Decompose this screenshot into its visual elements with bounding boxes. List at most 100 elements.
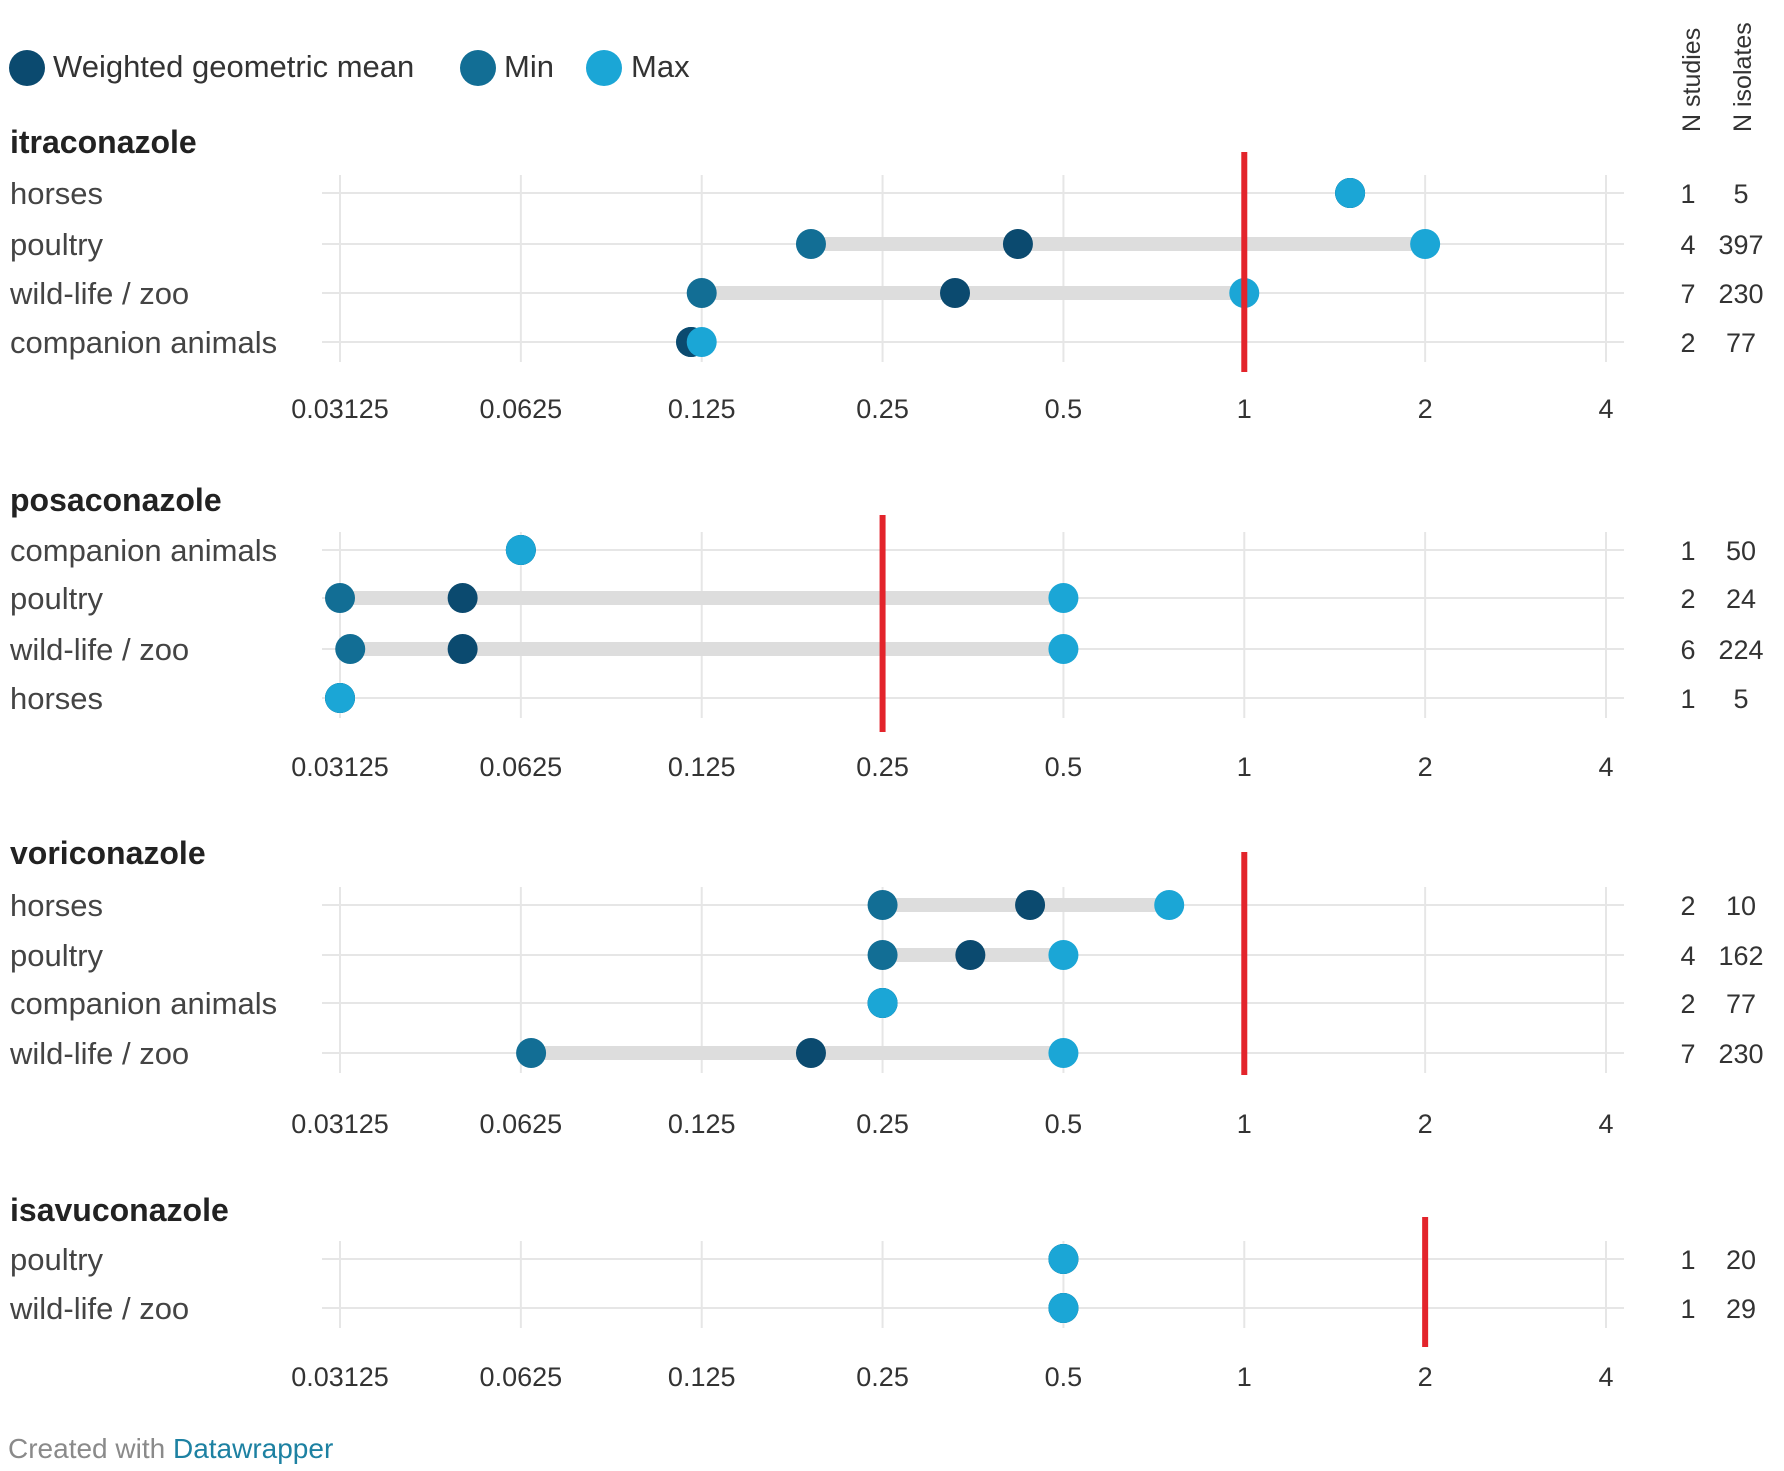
legend-mean-label: Weighted geometric mean bbox=[53, 49, 414, 84]
isolates-count: 77 bbox=[1726, 989, 1756, 1019]
tick-label: 4 bbox=[1598, 752, 1613, 782]
max-dot bbox=[1048, 634, 1079, 664]
row-label: horses bbox=[10, 176, 103, 211]
tick-label: 1 bbox=[1237, 394, 1252, 424]
tick-label: 0.03125 bbox=[291, 394, 389, 424]
tick-label: 0.25 bbox=[856, 752, 909, 782]
tick-label: 4 bbox=[1598, 1362, 1613, 1392]
tick-label: 0.5 bbox=[1045, 752, 1083, 782]
isolates-count: 50 bbox=[1726, 536, 1756, 566]
tick-label: 0.125 bbox=[668, 1109, 736, 1139]
tick-label: 0.0625 bbox=[480, 1362, 563, 1392]
mean-dot bbox=[940, 278, 971, 308]
mean-dot bbox=[795, 1038, 826, 1068]
min-dot bbox=[795, 229, 826, 259]
min-dot bbox=[516, 1038, 547, 1068]
datawrapper-link[interactable]: Datawrapper bbox=[172, 1433, 334, 1464]
studies-count: 1 bbox=[1680, 1245, 1695, 1275]
studies-count: 7 bbox=[1680, 279, 1695, 309]
studies-count: 4 bbox=[1680, 230, 1695, 260]
max-dot bbox=[505, 535, 536, 565]
row-label: wild-life / zoo bbox=[9, 632, 189, 667]
studies-count: 1 bbox=[1680, 684, 1695, 714]
mean-dot bbox=[447, 583, 478, 613]
tick-label: 0.03125 bbox=[291, 1362, 389, 1392]
row-label: poultry bbox=[10, 938, 104, 973]
row-label: companion animals bbox=[10, 533, 277, 568]
mean-dot bbox=[955, 940, 986, 970]
panels: itraconazole 0.03125 0.0625 0.125 0.25 0.5 1 2 4… bbox=[9, 124, 1764, 1392]
legend-mean-swatch bbox=[9, 50, 45, 86]
row-label: poultry bbox=[10, 227, 104, 262]
row-label: poultry bbox=[10, 581, 104, 616]
max-dot bbox=[1048, 940, 1079, 970]
studies-count: 1 bbox=[1680, 1294, 1695, 1324]
tick-label: 0.5 bbox=[1045, 1109, 1083, 1139]
column-header-isolates: N isolates bbox=[1729, 22, 1757, 132]
studies-count: 4 bbox=[1680, 941, 1695, 971]
isolates-count: 397 bbox=[1718, 230, 1763, 260]
row-label: companion animals bbox=[10, 325, 277, 360]
panel-title: itraconazole bbox=[10, 124, 197, 160]
column-header-studies: N studies bbox=[1678, 28, 1706, 132]
studies-count: 2 bbox=[1680, 989, 1695, 1019]
min-dot bbox=[867, 890, 898, 920]
max-dot bbox=[325, 683, 355, 713]
max-dot bbox=[1154, 890, 1185, 920]
panel-title: posaconazole bbox=[10, 482, 222, 518]
legend-max-swatch bbox=[586, 50, 622, 86]
max-dot bbox=[1048, 583, 1079, 613]
min-dot bbox=[335, 634, 366, 664]
studies-count: 1 bbox=[1680, 179, 1695, 209]
footer-prefix: Created with bbox=[8, 1433, 166, 1464]
tick-label: 0.5 bbox=[1045, 394, 1083, 424]
row-label: wild-life / zoo bbox=[9, 1036, 189, 1071]
row-label: wild-life / zoo bbox=[9, 1291, 189, 1326]
tick-label: 2 bbox=[1418, 1362, 1433, 1392]
tick-label: 0.0625 bbox=[480, 1109, 563, 1139]
studies-count: 7 bbox=[1680, 1039, 1695, 1069]
tick-label: 1 bbox=[1237, 752, 1252, 782]
studies-count: 1 bbox=[1680, 536, 1695, 566]
tick-label: 0.5 bbox=[1045, 1362, 1083, 1392]
max-dot bbox=[867, 988, 898, 1018]
max-dot bbox=[1410, 229, 1441, 259]
tick-label: 0.25 bbox=[856, 1109, 909, 1139]
mean-dot bbox=[1002, 229, 1033, 259]
max-dot bbox=[686, 327, 717, 357]
column-headers: N studies N isolates bbox=[1678, 22, 1757, 132]
isolates-count: 224 bbox=[1718, 635, 1763, 665]
tick-label: 0.0625 bbox=[480, 752, 563, 782]
isolates-count: 230 bbox=[1718, 1039, 1763, 1069]
min-dot bbox=[325, 583, 355, 613]
row-label: companion animals bbox=[10, 986, 277, 1021]
tick-label: 0.125 bbox=[668, 394, 736, 424]
isolates-count: 20 bbox=[1726, 1245, 1756, 1275]
tick-label: 0.03125 bbox=[291, 1109, 389, 1139]
studies-count: 2 bbox=[1680, 584, 1695, 614]
footer-credit: Created with Datawrapper bbox=[8, 1433, 333, 1465]
tick-label: 0.125 bbox=[668, 752, 736, 782]
tick-label: 1 bbox=[1237, 1362, 1252, 1392]
max-dot bbox=[1048, 1244, 1079, 1274]
isolates-count: 10 bbox=[1726, 891, 1756, 921]
mean-dot bbox=[447, 634, 478, 664]
max-dot bbox=[1335, 178, 1366, 208]
studies-count: 6 bbox=[1680, 635, 1695, 665]
row-label: poultry bbox=[10, 1242, 104, 1277]
isolates-count: 230 bbox=[1718, 279, 1763, 309]
isolates-count: 29 bbox=[1726, 1294, 1756, 1324]
mean-dot bbox=[1015, 890, 1046, 920]
legend-max-label: Max bbox=[631, 49, 690, 84]
tick-label: 0.25 bbox=[856, 1362, 909, 1392]
isolates-count: 5 bbox=[1733, 179, 1748, 209]
legend: Weighted geometric mean Min Max bbox=[9, 49, 690, 86]
legend-min-swatch bbox=[460, 50, 496, 86]
isolates-count: 5 bbox=[1733, 684, 1748, 714]
tick-label: 4 bbox=[1598, 394, 1613, 424]
tick-label: 0.03125 bbox=[291, 752, 389, 782]
tick-label: 2 bbox=[1418, 394, 1433, 424]
panel-title: voriconazole bbox=[10, 835, 206, 871]
row-label: wild-life / zoo bbox=[9, 276, 189, 311]
max-dot bbox=[1048, 1038, 1079, 1068]
